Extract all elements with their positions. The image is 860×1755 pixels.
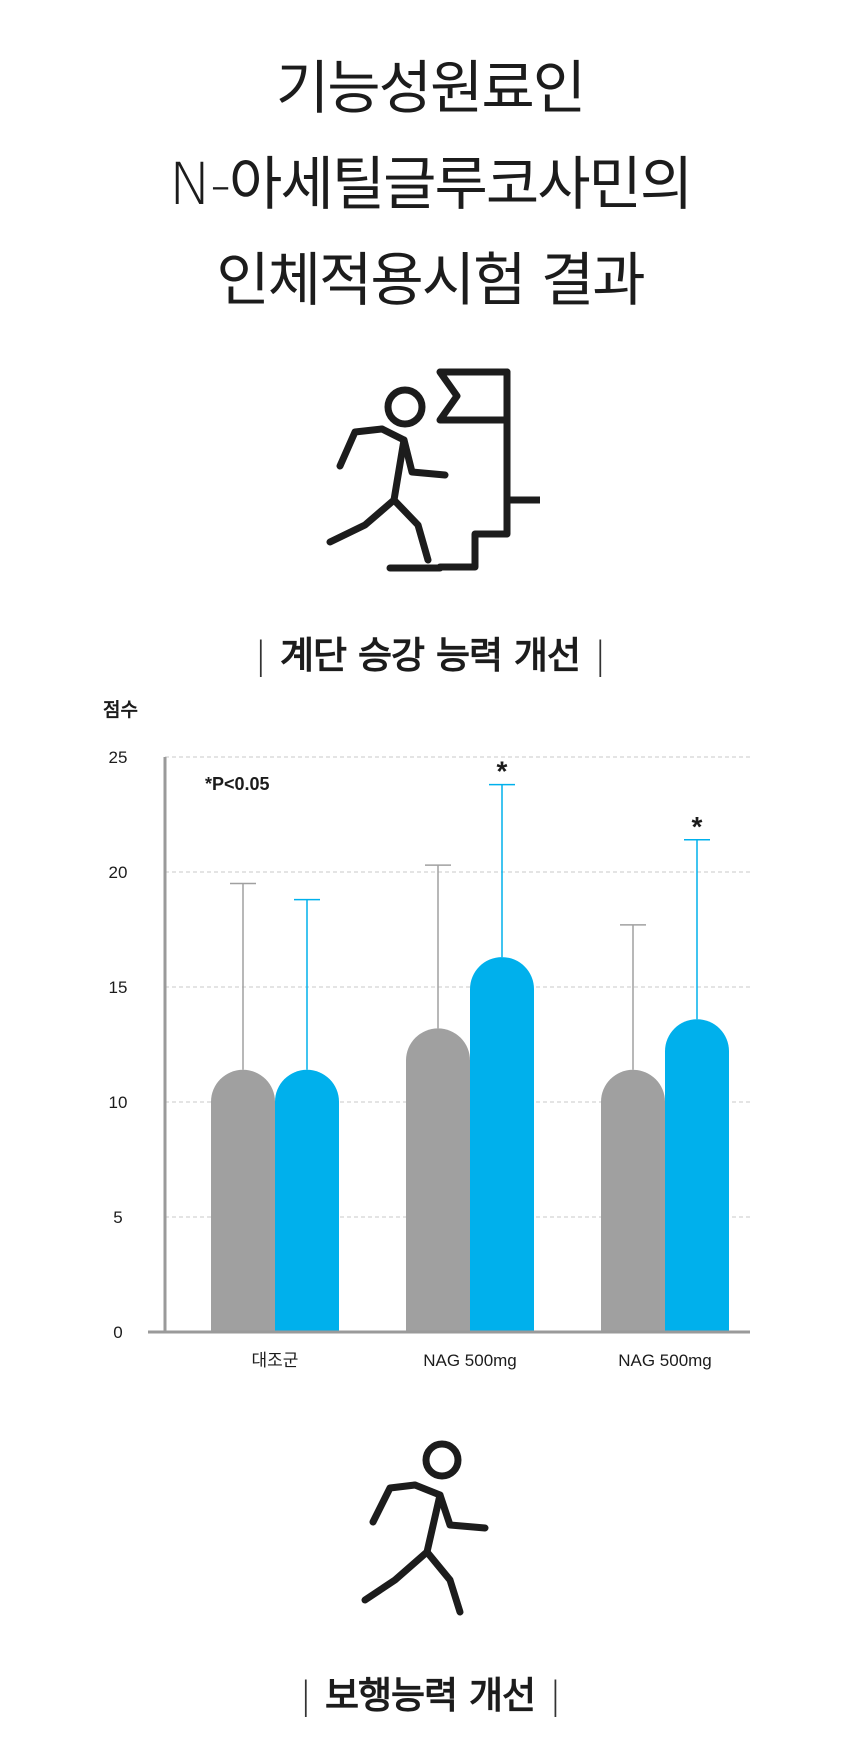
bar	[211, 1069, 275, 1332]
y-axis-label: 점수	[103, 699, 138, 721]
y-tick-label: 15	[109, 978, 128, 997]
x-tick-label: 대조군	[252, 1351, 299, 1370]
x-tick-label: NAG 500mg	[423, 1351, 517, 1370]
y-tick-label: 25	[109, 748, 128, 767]
section-heading-walking: | 보행능력 개선 |	[0, 1665, 860, 1719]
bar-chart: 점수 0 5 10 15 20 25 * * 대조군 NAG 500mg NAG 500mg *P<…	[103, 699, 750, 1370]
heading-divider-right-2: |	[549, 1674, 561, 1717]
y-tick-label: 5	[113, 1208, 122, 1227]
heading-divider-left-2: |	[299, 1674, 311, 1717]
bar	[275, 1069, 339, 1332]
significance-note: *P<0.05	[205, 774, 270, 794]
person-climbing-stairs-flag-icon	[320, 360, 546, 580]
bar	[406, 1028, 470, 1332]
title-line-3: 인체적용시험 결과	[216, 246, 645, 314]
y-tick-label: 0	[113, 1323, 122, 1342]
section-heading-walking-text: 보행능력 개선	[324, 1674, 536, 1717]
y-tick-label: 10	[109, 1093, 128, 1112]
bar	[470, 957, 534, 1332]
significance-marker: *	[692, 811, 703, 842]
significance-marker: *	[497, 756, 508, 787]
section-heading-stairs-text: 계단 승강 능력 개선	[280, 634, 581, 677]
heading-divider-right: |	[593, 634, 606, 677]
title-line-2: N-아세틸글루코사민의	[168, 150, 694, 218]
bar	[601, 1069, 665, 1332]
bar	[665, 1019, 729, 1332]
person-walking-icon	[355, 1440, 495, 1620]
x-tick-label: NAG 500mg	[618, 1351, 712, 1370]
section-heading-stairs: | 계단 승강 능력 개선 |	[0, 625, 860, 679]
title-line-1: 기능성원료인	[275, 54, 586, 122]
page-title: 기능성원료인 N-아세틸글루코사민의 인체적용시험 결과	[0, 40, 860, 328]
heading-divider-left: |	[254, 634, 267, 677]
y-tick-label: 20	[109, 863, 128, 882]
